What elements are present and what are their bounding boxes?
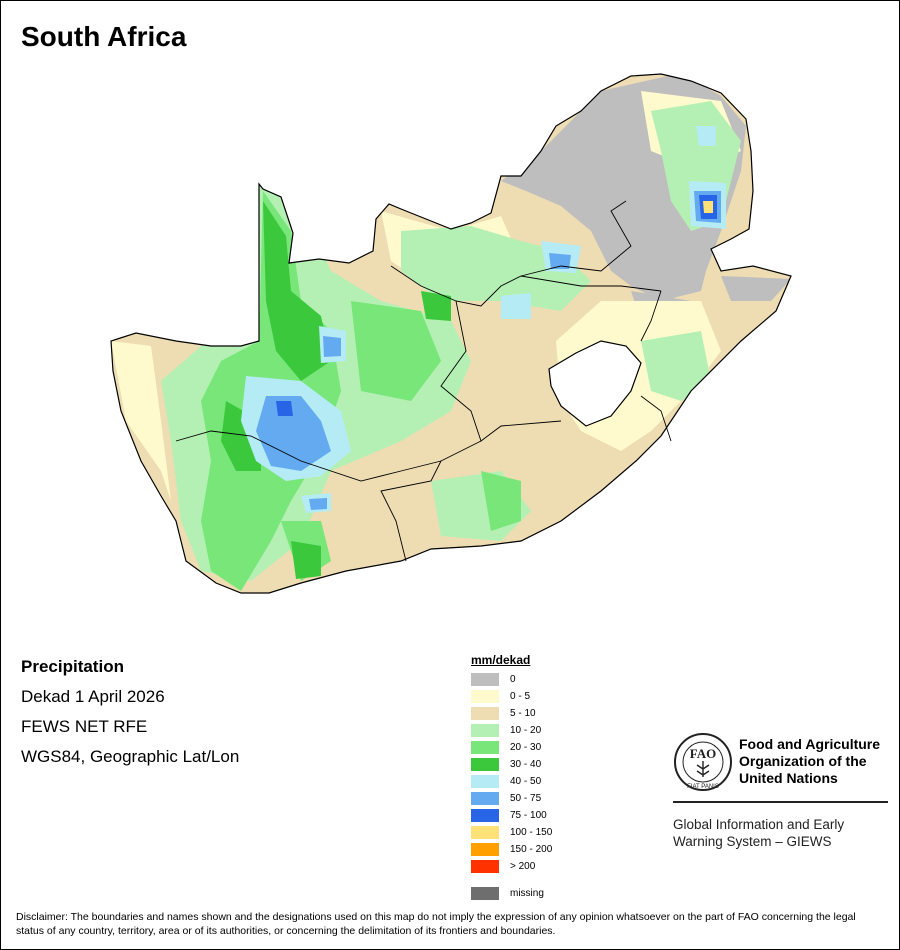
info-period: Dekad 1 April 2026 xyxy=(21,687,165,706)
legend-item: 100 - 150 xyxy=(471,824,552,841)
fao-org-line2: Organization of the xyxy=(739,753,867,769)
legend-item: 0 - 5 xyxy=(471,688,552,705)
disclaimer: Disclaimer: The boundaries and names sho… xyxy=(16,911,856,937)
info-projection: WGS84, Geographic Lat/Lon xyxy=(21,747,240,766)
svg-text:FIAT PANIS: FIAT PANIS xyxy=(687,784,719,790)
fao-logo: FAO FIAT PANIS Food and Agriculture Orga… xyxy=(673,731,888,849)
legend-label: 0 xyxy=(510,674,516,685)
legend-label: 10 - 20 xyxy=(510,725,542,736)
legend-swatch xyxy=(471,792,499,805)
legend-item: 40 - 50 xyxy=(471,773,552,790)
logo-divider xyxy=(673,801,888,803)
fao-emblem-icon: FAO FIAT PANIS xyxy=(674,733,732,791)
svg-text:FAO: FAO xyxy=(690,746,716,761)
legend-item-missing: missing xyxy=(471,885,552,902)
legend-swatch xyxy=(471,809,499,822)
legend-label: 150 - 200 xyxy=(510,844,553,855)
legend-swatch xyxy=(471,826,499,839)
country-border xyxy=(110,73,792,594)
precipitation-map xyxy=(110,73,792,594)
legend-label-missing: missing xyxy=(510,888,544,899)
legend-swatch xyxy=(471,758,499,771)
legend-label: 75 - 100 xyxy=(510,810,547,821)
legend-label: 30 - 40 xyxy=(510,759,542,770)
legend-label: 50 - 75 xyxy=(510,793,542,804)
legend-swatch xyxy=(471,860,499,873)
fao-org-line3: United Nations xyxy=(739,770,838,786)
legend-item: 10 - 20 xyxy=(471,722,552,739)
legend-item: 50 - 75 xyxy=(471,790,552,807)
legend-swatch xyxy=(471,724,499,737)
legend-swatch xyxy=(471,690,499,703)
fao-org-line1: Food and Agriculture xyxy=(739,736,881,752)
giews-name: Global Information and Early Warning Sys… xyxy=(673,816,844,850)
legend-label: 0 - 5 xyxy=(510,691,531,702)
legend-swatch xyxy=(471,707,499,720)
giews-line1: Global Information and Early xyxy=(673,817,845,832)
legend-item: 5 - 10 xyxy=(471,705,552,722)
legend-label: 5 - 10 xyxy=(510,708,536,719)
legend-item: 30 - 40 xyxy=(471,756,552,773)
legend-swatch-missing xyxy=(471,887,499,900)
map-title: South Africa xyxy=(21,21,187,52)
legend-swatch xyxy=(471,843,499,856)
rainfall-raster xyxy=(111,74,791,593)
legend: mm/dekad 0 0 - 5 5 - 10 10 - 20 20 - 30 30 - … xyxy=(471,653,552,902)
fao-org-name: Food and Agriculture Organization of the… xyxy=(739,736,880,787)
legend-swatch xyxy=(471,775,499,788)
legend-item: 20 - 30 xyxy=(471,739,552,756)
giews-line2: Warning System – GIEWS xyxy=(673,834,832,849)
legend-item: 0 xyxy=(471,671,552,688)
legend-item: 75 - 100 xyxy=(471,807,552,824)
legend-label: 20 - 30 xyxy=(510,742,542,753)
legend-label: 100 - 150 xyxy=(510,827,553,838)
lesotho-border xyxy=(548,340,642,427)
legend-label: 40 - 50 xyxy=(510,776,542,787)
legend-swatch xyxy=(471,741,499,754)
info-source: FEWS NET RFE xyxy=(21,717,148,736)
legend-item: > 200 xyxy=(471,858,552,875)
info-heading: Precipitation xyxy=(21,657,124,676)
legend-item: 150 - 200 xyxy=(471,841,552,858)
legend-label: > 200 xyxy=(510,861,536,872)
legend-title: mm/dekad xyxy=(471,653,531,667)
province-boundaries xyxy=(175,184,672,562)
legend-swatch xyxy=(471,673,499,686)
map-info: Precipitation Dekad 1 April 2026 FEWS NE… xyxy=(21,656,239,776)
